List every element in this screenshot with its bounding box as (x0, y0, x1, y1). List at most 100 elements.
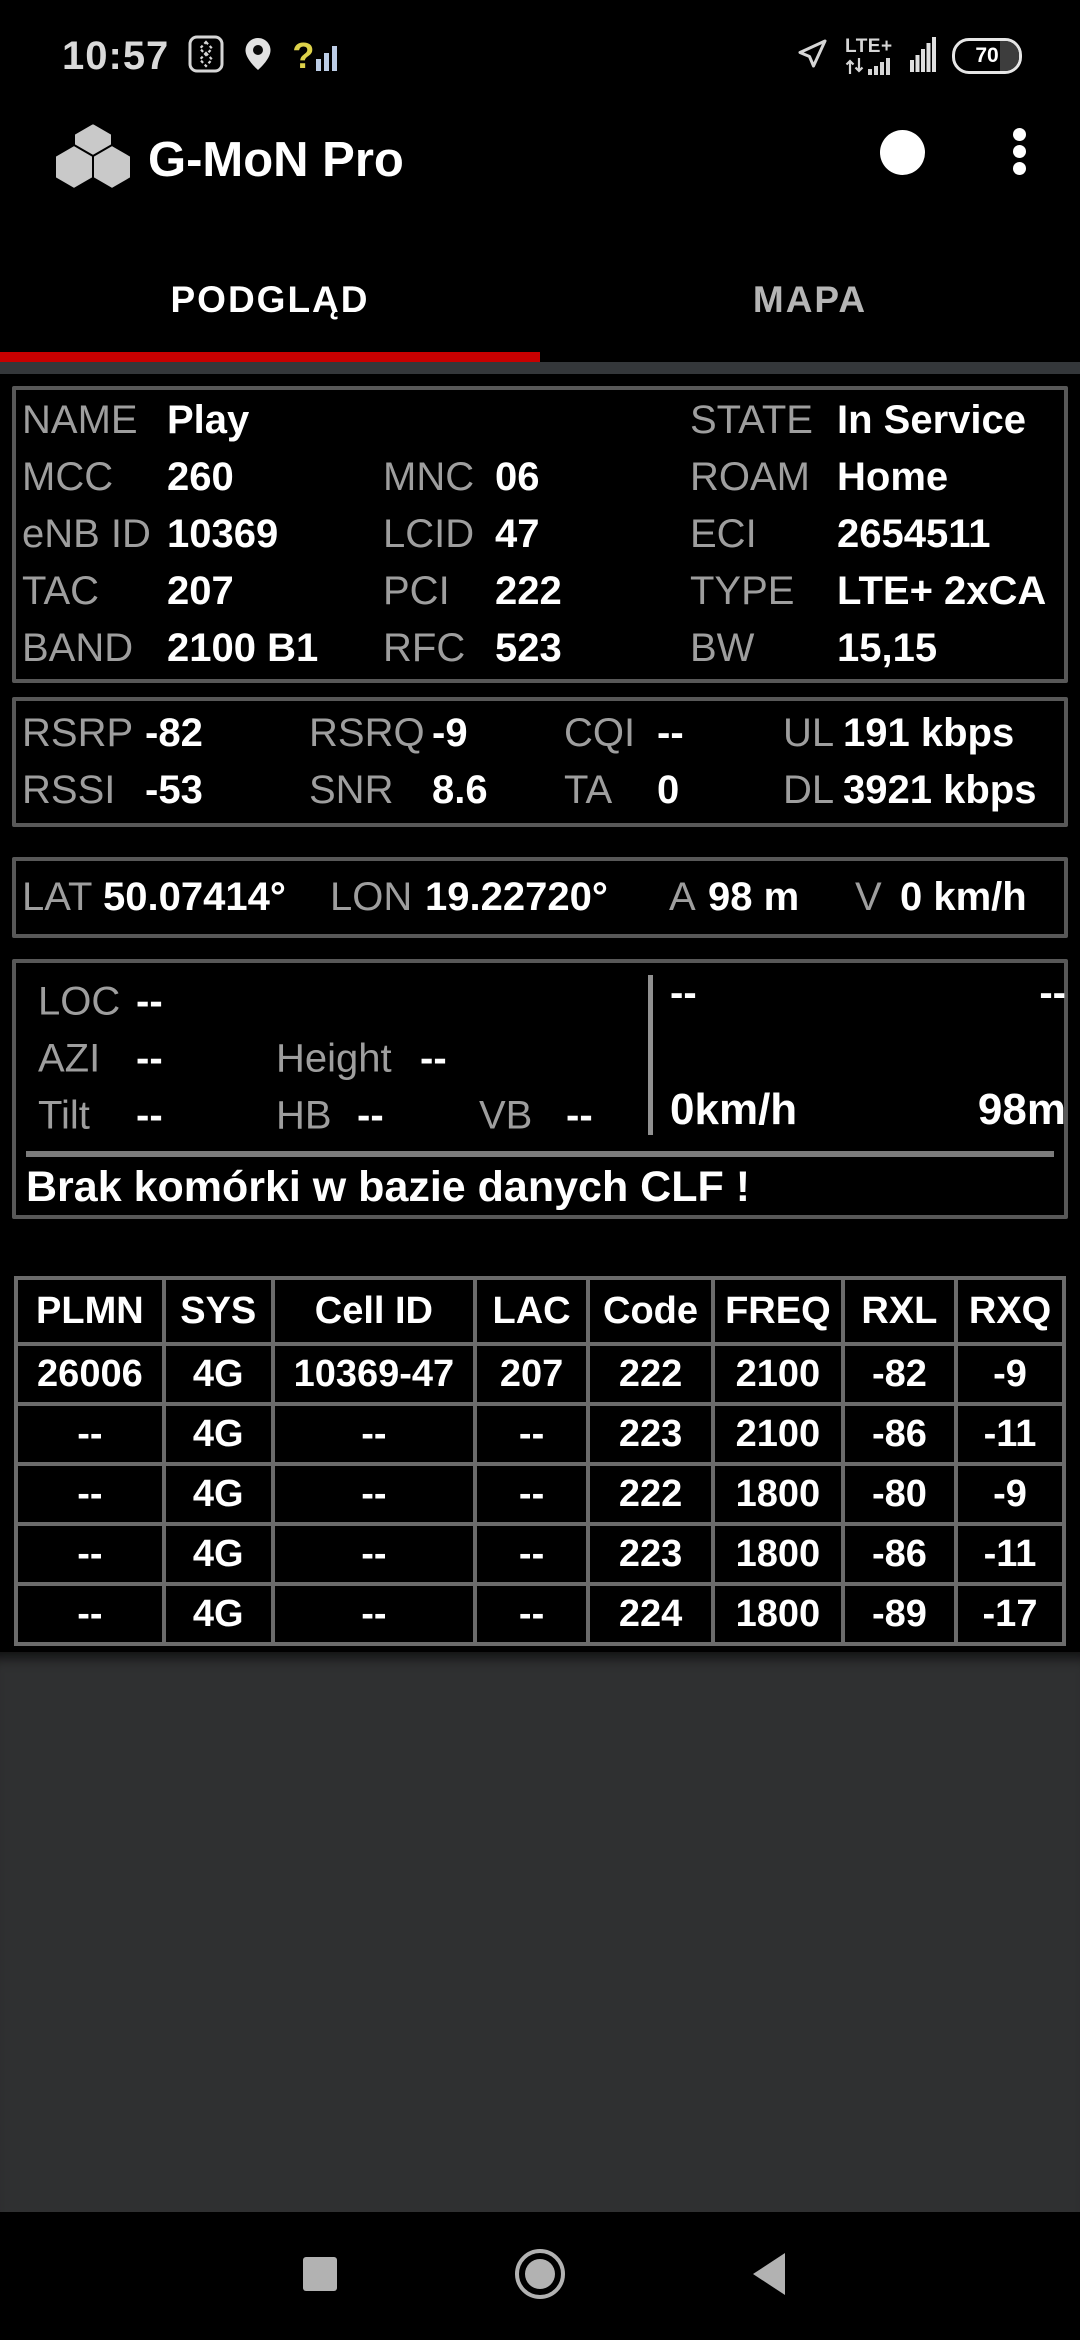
status-bar: 10:57 ? (0, 0, 1080, 92)
compass-right-value: -- (1039, 971, 1066, 1015)
table-cell: -86 (840, 1402, 958, 1466)
clf-message: Brak komórki w bazie danych CLF ! (26, 1162, 751, 1211)
table-cell: 10369-47 (270, 1342, 478, 1406)
field-label: SNR (309, 768, 394, 812)
table-cell: -- (14, 1522, 166, 1586)
table-cell: 1800 (710, 1582, 845, 1646)
table-cell: -- (472, 1522, 591, 1586)
tab-bar-divider (0, 362, 1080, 374)
table-cell: -- (14, 1402, 166, 1466)
active-tab-underline (0, 352, 540, 362)
column-header: RXQ (953, 1276, 1067, 1346)
column-header: Code (586, 1276, 715, 1346)
content-area: NAME Play STATE In Service MCC 260 MNC 0… (0, 374, 1080, 1646)
overflow-menu-icon[interactable] (1013, 128, 1026, 175)
field-value: In Service (837, 398, 1027, 442)
field-label: MNC (383, 455, 475, 499)
field-value: -9 (432, 711, 468, 755)
field-value: Home (837, 455, 949, 499)
table-row: -- 4G -- -- 222 1800 -80 -9 (14, 1462, 1067, 1526)
field-label: PCI (383, 569, 450, 613)
app-header: G-MoN Pro (0, 100, 1080, 220)
dual-sim-diamond-icon (188, 35, 224, 78)
table-cell: -- (270, 1522, 478, 1586)
field-label: A (669, 875, 696, 919)
tab-mapa[interactable]: MAPA (752, 279, 868, 320)
table-cell: -80 (840, 1462, 958, 1526)
signal-strength-bars-icon (910, 36, 936, 77)
field-value: 222 (495, 569, 562, 613)
column-header: LAC (472, 1276, 591, 1346)
column-header: SYS (161, 1276, 275, 1346)
recents-button-icon[interactable] (303, 2257, 337, 2291)
field-label: CQI (564, 711, 636, 755)
table-row: -- 4G -- -- 223 1800 -86 -11 (14, 1522, 1067, 1586)
table-cell: 222 (586, 1462, 715, 1526)
network-type-label: LTE+ (845, 36, 893, 57)
field-label: MCC (22, 455, 114, 499)
field-value: -- (136, 1093, 163, 1137)
battery-pill-icon: 70 (952, 38, 1022, 74)
field-label: Height (276, 1036, 392, 1080)
table-cell: 222 (586, 1342, 715, 1406)
table-cell: 1800 (710, 1522, 845, 1586)
field-label: STATE (690, 398, 813, 442)
table-cell: 4G (161, 1342, 275, 1406)
signal-panel: RSRP -82 RSRQ -9 CQI -- UL 191 kbps RSSI… (12, 697, 1068, 827)
gps-arrow-icon (795, 37, 829, 76)
clf-left-section: LOC -- AZI -- Height -- Tilt -- HB -- VB… (38, 973, 638, 1144)
field-value: Play (167, 398, 250, 442)
lte-activity-bars-icon: LTE+ (845, 37, 894, 75)
field-value: 2654511 (837, 512, 991, 556)
table-cell: 224 (586, 1582, 715, 1646)
table-cell: 223 (586, 1522, 715, 1586)
neighbor-cells-table: PLMN SYS Cell ID LAC Code FREQ RXL RXQ 26006 4G 1… (14, 1276, 1067, 1646)
gps-row: LAT 50.07414° LON 19.22720° A 98 m V 0 k… (16, 869, 1064, 926)
field-label: Tilt (38, 1093, 90, 1137)
field-value: 98 m (708, 875, 800, 919)
hexagon-logo-icon (54, 121, 132, 195)
clf-right-section: -- -- 0km/h 98m (670, 971, 1066, 1135)
field-label: VB (479, 1093, 533, 1137)
table-cell: -9 (953, 1342, 1067, 1406)
battery-level-fill (1000, 41, 1019, 71)
record-dot-icon[interactable] (880, 130, 925, 175)
clf-panel: LOC -- AZI -- Height -- Tilt -- HB -- VB… (12, 959, 1068, 1219)
field-value: -- (566, 1093, 593, 1137)
field-value: 2100 B1 (167, 626, 319, 670)
field-label: TA (564, 768, 613, 812)
table-cell: 2100 (710, 1342, 845, 1406)
speed-value: 0km/h (670, 1085, 798, 1134)
field-label: LOC (38, 979, 121, 1023)
field-label: ROAM (690, 455, 810, 499)
cell-info-row: NAME Play STATE In Service (16, 392, 1064, 449)
tab-podglad[interactable]: PODGLĄD (170, 279, 370, 320)
clf-row: AZI -- Height -- (38, 1030, 638, 1087)
page-title: G-MoN Pro (148, 133, 404, 187)
table-cell: -- (472, 1462, 591, 1526)
field-value: 191 kbps (843, 711, 1015, 755)
table-cell: -11 (953, 1522, 1067, 1586)
field-value: 0 (657, 768, 680, 812)
home-button-icon[interactable] (515, 2249, 565, 2299)
location-pin-icon (243, 36, 273, 77)
field-value: -- (657, 711, 684, 755)
field-value: 3921 kbps (843, 768, 1037, 812)
table-header-row: PLMN SYS Cell ID LAC Code FREQ RXL RXQ (14, 1276, 1067, 1346)
field-label: LON (330, 875, 413, 919)
column-header: RXL (840, 1276, 958, 1346)
field-value: 10369 (167, 512, 279, 556)
field-value: 47 (495, 512, 540, 556)
field-value: 06 (495, 455, 540, 499)
field-label: HB (276, 1093, 332, 1137)
cell-info-row: MCC 260 MNC 06 ROAM Home (16, 449, 1064, 506)
table-cell: -89 (840, 1582, 958, 1646)
field-value: 0 km/h (900, 875, 1027, 919)
empty-content-background (0, 1652, 1080, 2212)
field-label: DL (783, 768, 835, 812)
back-button-icon[interactable] (753, 2253, 785, 2295)
table-cell: -86 (840, 1522, 958, 1586)
cell-info-row: eNB ID 10369 LCID 47 ECI 2654511 (16, 506, 1064, 563)
field-value: -- (357, 1093, 384, 1137)
field-label: BAND (22, 626, 134, 670)
